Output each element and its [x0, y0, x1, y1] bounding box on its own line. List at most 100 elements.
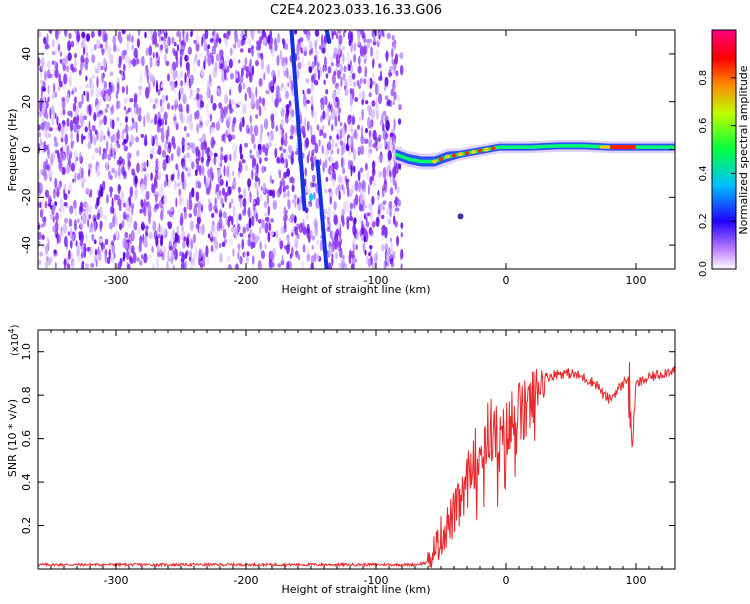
noise-speck	[108, 131, 111, 139]
noise-speck	[92, 133, 96, 145]
noise-speck	[230, 198, 234, 205]
noise-speck	[264, 222, 269, 234]
noise-speck	[212, 140, 216, 145]
noise-speck	[188, 73, 191, 79]
noise-speck	[98, 190, 101, 200]
noise-speck	[390, 261, 395, 268]
noise-speck	[157, 233, 161, 239]
noise-speck	[389, 139, 393, 150]
noise-speck	[330, 103, 333, 114]
noise-speck	[160, 131, 165, 143]
noise-speck	[229, 72, 234, 80]
noise-speck	[255, 45, 260, 51]
noise-speck	[59, 151, 64, 162]
noise-speck	[159, 210, 164, 221]
y-tick-label: 20	[20, 95, 33, 109]
noise-speck	[172, 61, 177, 71]
noise-speck	[68, 249, 71, 260]
noise-speck	[277, 263, 282, 268]
noise-speck	[48, 195, 52, 207]
noise-speck	[178, 195, 183, 207]
noise-speck	[307, 187, 312, 195]
noise-speck	[140, 56, 145, 66]
noise-speck	[123, 145, 128, 152]
noise-speck	[152, 103, 156, 110]
noise-speck	[234, 32, 238, 44]
noise-speck	[163, 246, 166, 254]
noise-speck	[244, 142, 249, 148]
noise-speck	[71, 90, 75, 95]
noise-speck	[387, 150, 392, 161]
noise-speck	[241, 159, 246, 164]
y-tick-label: 0.6	[20, 430, 33, 448]
noise-speck	[111, 167, 115, 174]
noise-speck	[181, 253, 186, 261]
noise-speck	[224, 60, 228, 69]
noise-speck	[206, 103, 209, 113]
noise-speck	[147, 204, 152, 212]
noise-speck	[252, 203, 256, 212]
noise-speck	[332, 178, 336, 187]
noise-speck	[264, 243, 267, 250]
noise-speck	[196, 87, 200, 93]
noise-speck	[64, 55, 68, 65]
noise-speck	[229, 153, 232, 162]
noise-speck	[343, 65, 347, 73]
noise-speck	[182, 93, 187, 105]
noise-speck	[232, 248, 235, 257]
noise-speck	[43, 96, 46, 102]
noise-speck	[96, 165, 100, 178]
noise-speck	[164, 53, 167, 63]
noise-speck	[38, 169, 41, 181]
y-tick-label: -40	[20, 236, 33, 254]
noise-speck	[389, 207, 392, 218]
noise-speck	[249, 58, 252, 67]
noise-speck	[196, 180, 201, 188]
noise-speck	[126, 41, 129, 52]
noise-speck	[205, 119, 210, 127]
noise-speck	[41, 243, 45, 248]
noise-speck	[188, 256, 192, 262]
noise-speck	[51, 60, 55, 65]
noise-speck	[269, 174, 272, 184]
noise-speck	[54, 262, 57, 269]
noise-speck	[67, 231, 70, 236]
noise-speck	[327, 216, 330, 225]
noise-speck	[105, 89, 110, 95]
noise-speck	[53, 204, 56, 210]
noise-speck	[180, 261, 186, 269]
noise-speck	[388, 161, 392, 167]
noise-speck	[284, 218, 287, 229]
noise-speck	[311, 61, 315, 70]
noise-speck	[255, 114, 259, 119]
noise-speck	[242, 103, 247, 115]
noise-speck	[228, 58, 233, 69]
noise-speck	[383, 200, 387, 205]
noise-speck	[342, 53, 345, 65]
noise-speck	[285, 158, 288, 166]
noise-speck	[151, 184, 156, 194]
noise-speck	[93, 111, 97, 122]
noise-speck	[131, 168, 135, 176]
noise-speck	[247, 38, 252, 46]
noise-speck	[44, 189, 50, 198]
noise-speck	[314, 49, 319, 56]
noise-speck	[85, 33, 91, 42]
noise-speck	[133, 47, 138, 59]
noise-speck	[320, 34, 324, 47]
noise-speck	[184, 72, 187, 84]
noise-speck	[219, 252, 223, 264]
noise-speck	[392, 177, 396, 186]
noise-speck	[255, 98, 260, 110]
x-tick-label: -100	[364, 274, 389, 287]
noise-speck	[372, 180, 377, 188]
noise-speck	[220, 178, 224, 186]
noise-speck	[359, 193, 363, 205]
noise-speck	[83, 90, 86, 96]
noise-speck	[152, 39, 156, 46]
noise-speck	[400, 248, 404, 260]
noise-speck	[227, 255, 231, 263]
noise-speck	[304, 178, 307, 187]
noise-speck	[334, 238, 339, 248]
